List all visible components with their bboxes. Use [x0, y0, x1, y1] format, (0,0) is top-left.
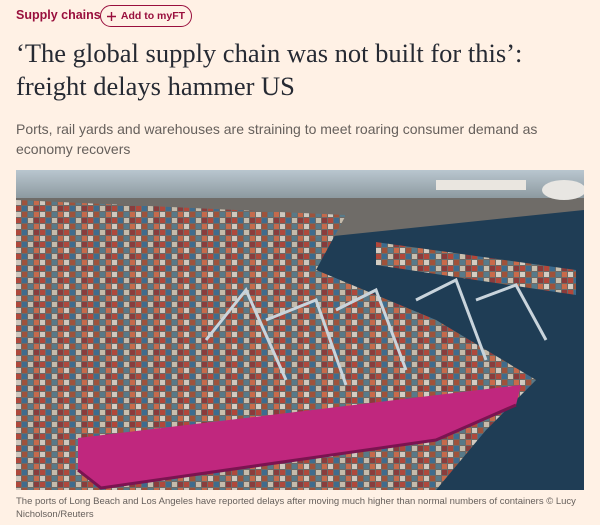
crane-lines — [204, 277, 548, 386]
plus-icon-path — [106, 11, 116, 21]
standfirst: Ports, rail yards and warehouses are str… — [16, 121, 538, 157]
distant-ship — [436, 180, 526, 190]
photo-caption: The ports of Long Beach and Los Angeles … — [16, 496, 576, 520]
cranes — [204, 277, 548, 386]
plus-icon — [106, 11, 116, 21]
ship-hull — [78, 385, 521, 488]
add-to-myft-button[interactable]: Add to myFT — [100, 5, 192, 27]
dome — [542, 180, 584, 200]
article-photo — [16, 170, 584, 490]
far-ship — [376, 242, 576, 295]
button-label: Add to myFT — [120, 10, 186, 22]
section-link[interactable]: Supply chains — [16, 8, 101, 22]
headline: ‘The global supply chain was not built f… — [16, 38, 523, 101]
hull-shadow — [77, 403, 517, 490]
